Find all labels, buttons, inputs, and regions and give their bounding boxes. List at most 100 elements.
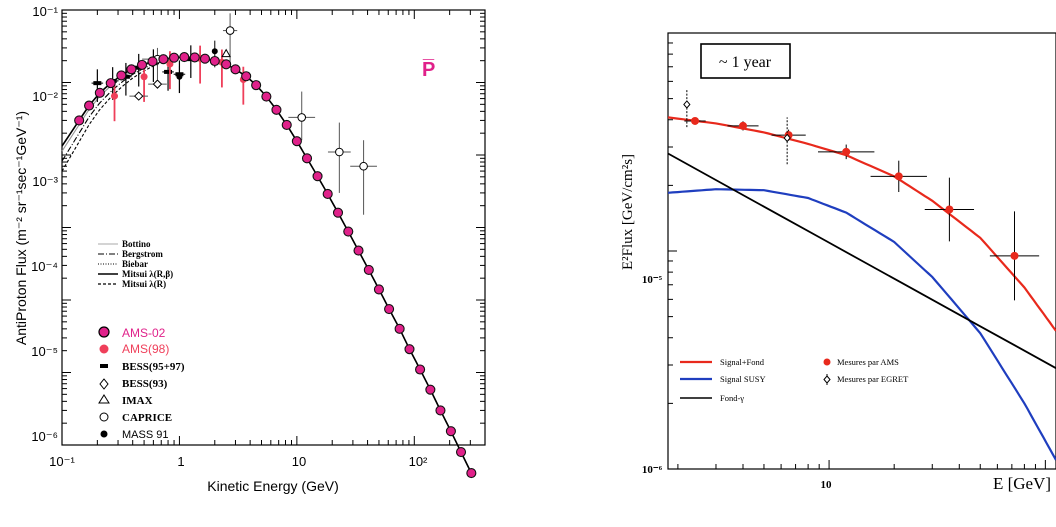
- ams98-point: [140, 73, 148, 81]
- legend-label-imax: IMAX: [122, 395, 153, 407]
- ams02-point: [312, 171, 323, 182]
- ams02-point: [343, 226, 354, 237]
- legend-marker-imax: [98, 394, 110, 404]
- legend-label-signal-fond: Signal+Fond: [720, 357, 765, 367]
- caprice-point: [225, 26, 235, 35]
- left-model-legend: Bottino Bergstrom Biebar Mitsui λ(R,β) M…: [98, 239, 173, 289]
- left-ticks: [61, 9, 486, 446]
- signal-susy-curve: [667, 188, 1056, 461]
- ams02-point: [199, 53, 211, 64]
- right-chart: ~ 1 year 10⁻⁵ 10⁻⁶ 10 E [GeV] E²Flux [Ge…: [620, 32, 1056, 493]
- ams02-point: [415, 364, 426, 375]
- ams02-point: [291, 136, 302, 147]
- legend-label-bess93: BESS(93): [122, 378, 168, 390]
- legend-marker-ams: [823, 358, 831, 366]
- ams02-point: [158, 54, 169, 65]
- ams98-point: [111, 92, 119, 100]
- signal-fond-curve: [667, 116, 1056, 332]
- ams02-point: [363, 264, 374, 275]
- legend-label-biebar: Biebar: [122, 259, 148, 269]
- ams02-point: [189, 52, 200, 63]
- left-xtick-label: 10⁻¹: [49, 454, 75, 469]
- legend-marker-egret: [823, 375, 831, 384]
- right-ytick-label: 10⁻⁵: [642, 274, 663, 286]
- legend-label-signal-susy: Signal SUSY: [720, 374, 766, 384]
- caprice-point: [335, 147, 344, 157]
- ams02-point: [445, 426, 456, 437]
- legend-marker-ams02: [98, 326, 110, 338]
- right-xtick-label: 10: [821, 479, 833, 491]
- left-y-axis-label: AntiProton Flux (m⁻² sr⁻¹sec⁻¹GeV⁻¹): [13, 111, 29, 345]
- left-ytick-label: 10⁻³: [32, 174, 58, 189]
- ams-point: [842, 147, 851, 156]
- ams-point: [1010, 251, 1019, 260]
- ams02-point: [384, 304, 395, 315]
- egret-point: [683, 100, 691, 109]
- right-model-curves: [667, 116, 1056, 461]
- duration-annotation: ~ 1 year: [719, 54, 772, 71]
- legend-marker-bess93: [99, 378, 109, 390]
- legend-label-mitsui-r-beta: Mitsui λ(R,β): [122, 269, 173, 279]
- legend-label-bergstrom: Bergstrom: [122, 249, 163, 259]
- ams02-point: [271, 104, 282, 115]
- bess9597-point: [164, 69, 173, 74]
- ams02-point: [301, 153, 313, 164]
- ams02-point: [322, 188, 333, 200]
- ams98-point: [166, 60, 174, 68]
- legend-label-bottino: Bottino: [122, 239, 151, 249]
- legend-label-mesures-egret: Mesures par EGRET: [837, 374, 909, 384]
- right-legend: Signal+Fond Signal SUSY Fond-γ Mesures p…: [680, 357, 909, 403]
- ams02-point: [281, 119, 292, 130]
- ams02-point: [353, 245, 364, 256]
- ams02-point: [126, 64, 137, 75]
- right-y-axis-label: E²Flux [GeV/cm²s]: [620, 154, 636, 270]
- right-data-points: [683, 89, 1040, 301]
- ams02-point: [394, 323, 405, 334]
- right-ticks: [668, 42, 1046, 470]
- ams-point: [945, 205, 954, 214]
- ams02-point: [425, 384, 436, 395]
- left-ytick-label: 10⁻¹: [32, 4, 58, 19]
- legend-label-ams98: AMS(98): [122, 342, 169, 356]
- fond-gamma-curve: [667, 152, 1056, 369]
- legend-label-fond-gamma: Fond-γ: [720, 393, 744, 403]
- legend-label-mass91: MASS 91: [122, 429, 168, 441]
- ams02-point: [373, 284, 384, 295]
- ams-point: [691, 116, 700, 125]
- ams02-point: [241, 71, 252, 82]
- left-data-legend: AMS-02 AMS(98) BESS(95+97) BESS(93) IMAX…: [98, 326, 185, 441]
- ams02-point: [332, 207, 344, 218]
- mass91-point: [211, 48, 218, 55]
- bess93-point: [134, 91, 144, 101]
- ams02-point: [221, 59, 232, 70]
- left-xtick-label: 10²: [409, 454, 428, 469]
- left-data-points: [74, 13, 477, 479]
- legend-label-caprice: CAPRICE: [122, 412, 172, 424]
- legend-label-bess9597: BESS(95+97): [122, 361, 185, 373]
- mass91-point: [176, 73, 183, 80]
- left-ytick-label: 10⁻⁴: [31, 259, 58, 274]
- ams02-point: [209, 55, 220, 67]
- ams02-point: [147, 56, 158, 67]
- ams02-point: [251, 80, 262, 91]
- antiproton-symbol-label: P̅: [422, 59, 435, 81]
- ams02-point: [179, 52, 190, 63]
- ams02-point: [94, 87, 105, 98]
- ams02-point: [230, 64, 241, 75]
- legend-marker-bess9597: [100, 364, 108, 368]
- egret-point: [783, 133, 791, 143]
- ams-point: [894, 172, 903, 181]
- ams02-point: [74, 115, 85, 126]
- left-ytick-label: 10⁻²: [32, 89, 58, 104]
- ams02-point: [466, 468, 477, 479]
- left-x-axis-label: Kinetic Energy (GeV): [207, 478, 339, 494]
- left-ytick-label: 10⁻⁶: [31, 429, 58, 444]
- ams-point: [739, 121, 748, 130]
- ams02-point: [455, 446, 467, 458]
- right-x-axis-label: E [GeV]: [993, 474, 1051, 493]
- legend-marker-mass91: [100, 430, 108, 438]
- ams02-point: [136, 59, 148, 70]
- left-xtick-label: 1: [177, 454, 184, 469]
- ams02-point: [404, 344, 415, 355]
